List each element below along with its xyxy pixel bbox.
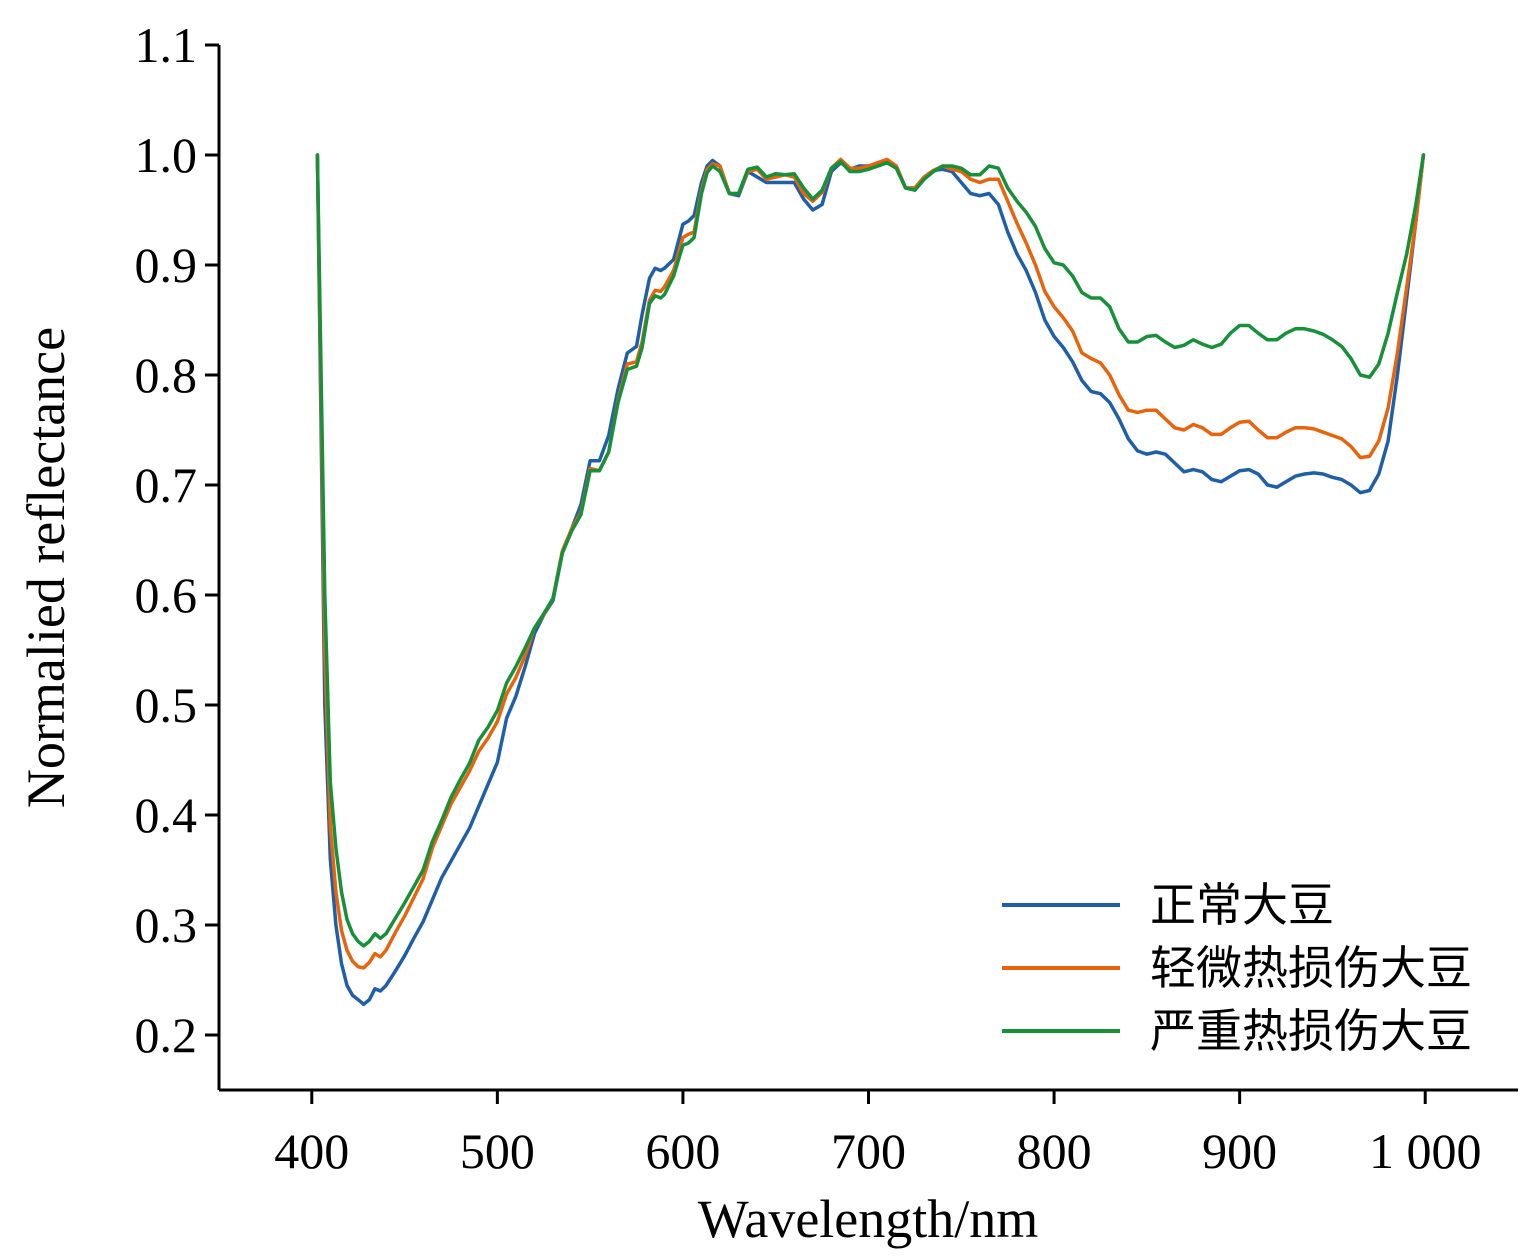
series-line-1	[315, 153, 1426, 1006]
series-line-3	[315, 153, 1426, 948]
series-line-2	[315, 153, 1426, 970]
legend-label-3: 严重热损伤大豆	[1150, 1004, 1472, 1058]
y-tick-label: 0.2	[135, 1007, 198, 1063]
plot-lines	[315, 153, 1426, 1006]
y-tick-label: 0.8	[135, 347, 198, 403]
x-tick-label: 600	[645, 1123, 720, 1179]
y-tick-label: 1.1	[135, 17, 198, 73]
x-tick-label: 1 000	[1369, 1123, 1482, 1179]
y-tick-label: 0.3	[135, 897, 198, 953]
legend-label-2: 轻微热损伤大豆	[1150, 941, 1472, 995]
y-axis-ticks: 0.2 0.3 0.4 0.5 0.6 0.7 0.8 0.9 1.0 1.1	[135, 17, 219, 1063]
y-axis-title: Normalied reflectance	[16, 327, 76, 808]
x-tick-label: 800	[1017, 1123, 1092, 1179]
x-axis-ticks: 400 500 600 700 800 900 1 000	[274, 1090, 1481, 1179]
x-tick-label: 500	[460, 1123, 535, 1179]
x-tick-label: 700	[831, 1123, 906, 1179]
y-tick-label: 0.9	[135, 237, 198, 293]
y-tick-label: 0.6	[135, 567, 198, 623]
y-tick-label: 0.7	[135, 457, 198, 513]
legend-label-1: 正常大豆	[1150, 878, 1334, 932]
x-tick-label: 900	[1202, 1123, 1277, 1179]
y-tick-label: 1.0	[135, 127, 198, 183]
y-tick-label: 0.4	[135, 787, 198, 843]
x-tick-label: 400	[274, 1123, 349, 1179]
x-axis-title: Wavelength/nm	[698, 1189, 1039, 1249]
y-tick-label: 0.5	[135, 677, 198, 733]
